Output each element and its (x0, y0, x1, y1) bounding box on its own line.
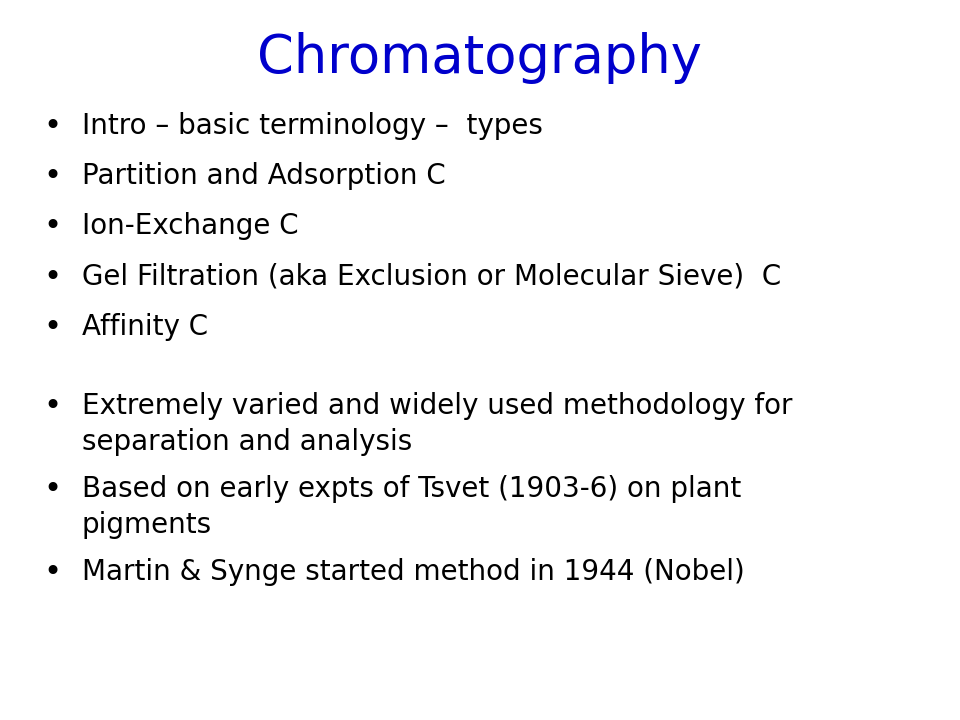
Text: •: • (44, 558, 61, 587)
Text: •: • (44, 475, 61, 504)
Text: •: • (44, 313, 61, 342)
Text: Martin & Synge started method in 1944 (Nobel): Martin & Synge started method in 1944 (N… (82, 558, 744, 586)
Text: Partition and Adsorption C: Partition and Adsorption C (82, 162, 445, 190)
Text: •: • (44, 112, 61, 140)
Text: Chromatography: Chromatography (257, 32, 703, 84)
Text: •: • (44, 212, 61, 241)
Text: Affinity C: Affinity C (82, 313, 207, 341)
Text: Gel Filtration (aka Exclusion or Molecular Sieve)  C: Gel Filtration (aka Exclusion or Molecul… (82, 263, 780, 291)
Text: •: • (44, 263, 61, 292)
Text: Intro – basic terminology –  types: Intro – basic terminology – types (82, 112, 542, 140)
Text: Based on early expts of Tsvet (1903-6) on plant
pigments: Based on early expts of Tsvet (1903-6) o… (82, 475, 741, 539)
Text: •: • (44, 392, 61, 421)
Text: Ion-Exchange C: Ion-Exchange C (82, 212, 299, 240)
Text: •: • (44, 162, 61, 191)
Text: Extremely varied and widely used methodology for
separation and analysis: Extremely varied and widely used methodo… (82, 392, 792, 456)
